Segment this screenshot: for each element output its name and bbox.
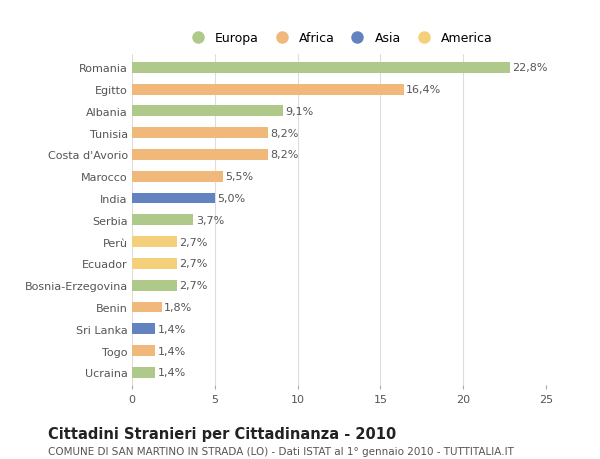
Text: 22,8%: 22,8%: [512, 63, 548, 73]
Bar: [132, 367, 155, 378]
Text: 9,1%: 9,1%: [285, 106, 313, 117]
Bar: [132, 258, 177, 269]
Text: 16,4%: 16,4%: [406, 85, 442, 95]
Bar: [132, 106, 283, 117]
Text: 1,4%: 1,4%: [158, 346, 186, 356]
Text: 1,8%: 1,8%: [164, 302, 193, 312]
Legend: Europa, Africa, Asia, America: Europa, Africa, Asia, America: [181, 28, 497, 49]
Bar: [132, 128, 268, 139]
Text: 1,4%: 1,4%: [158, 324, 186, 334]
Bar: [132, 237, 177, 247]
Text: Cittadini Stranieri per Cittadinanza - 2010: Cittadini Stranieri per Cittadinanza - 2…: [48, 426, 396, 441]
Text: COMUNE DI SAN MARTINO IN STRADA (LO) - Dati ISTAT al 1° gennaio 2010 - TUTTITALI: COMUNE DI SAN MARTINO IN STRADA (LO) - D…: [48, 446, 514, 456]
Bar: [132, 280, 177, 291]
Text: 2,7%: 2,7%: [179, 237, 208, 247]
Bar: [132, 324, 155, 335]
Text: 1,4%: 1,4%: [158, 368, 186, 377]
Text: 5,5%: 5,5%: [226, 172, 254, 182]
Bar: [132, 63, 509, 73]
Bar: [132, 171, 223, 182]
Bar: [132, 150, 268, 161]
Text: 3,7%: 3,7%: [196, 215, 224, 225]
Text: 2,7%: 2,7%: [179, 280, 208, 291]
Text: 5,0%: 5,0%: [217, 194, 245, 204]
Bar: [132, 193, 215, 204]
Text: 2,7%: 2,7%: [179, 259, 208, 269]
Text: 8,2%: 8,2%: [270, 150, 299, 160]
Bar: [132, 302, 162, 313]
Bar: [132, 345, 155, 356]
Bar: [132, 84, 404, 95]
Text: 8,2%: 8,2%: [270, 129, 299, 138]
Bar: [132, 215, 193, 226]
